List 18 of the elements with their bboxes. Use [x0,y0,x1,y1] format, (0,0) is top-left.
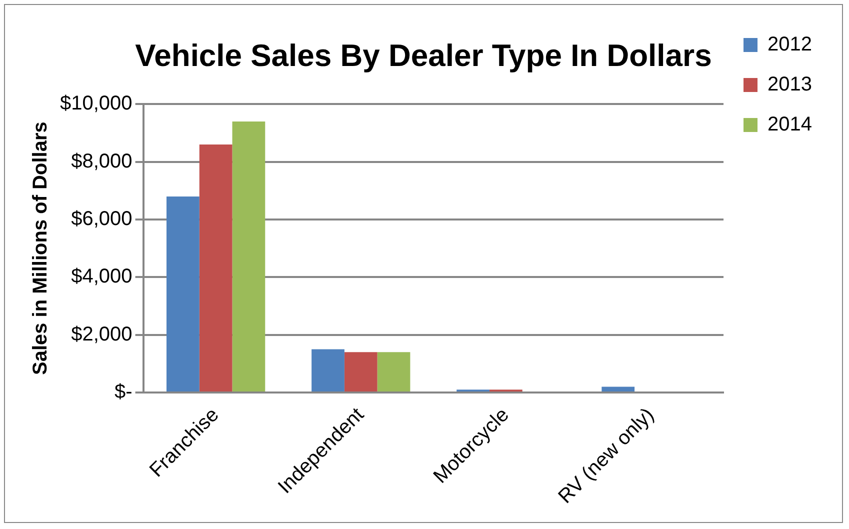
y-tick-label: $8,000 [71,150,132,172]
legend-label: 2013 [768,74,812,96]
bar [344,352,378,392]
legend-label: 2014 [768,114,812,136]
bar [602,386,635,392]
bar [199,144,232,392]
bar [232,121,266,392]
y-tick-label: $10,000 [60,92,132,115]
y-tick-label: $- [114,380,132,403]
y-tick-label: $4,000 [71,266,132,288]
y-axis-title: Sales in Millions of Dollars [30,122,52,376]
y-tick-label: $6,000 [71,208,132,230]
bar [312,349,344,392]
legend-label: 2012 [768,34,812,56]
chart-title: Vehicle Sales By Dealer Type In Dollars [135,38,712,74]
bar [377,352,410,392]
y-tick-label: $2,000 [71,323,132,346]
bar [166,196,200,392]
